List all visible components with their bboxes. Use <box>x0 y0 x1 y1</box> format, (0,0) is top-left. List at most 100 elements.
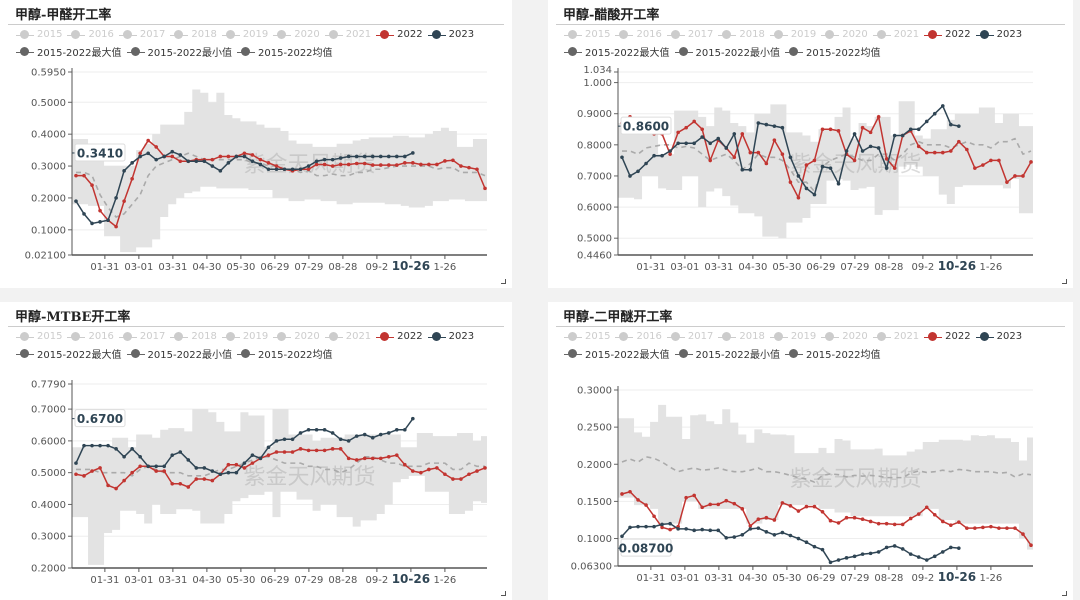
series-2022-line-point[interactable] <box>362 161 367 166</box>
legend-item-2023[interactable]: 2023 <box>427 331 474 342</box>
legend-item-2016[interactable]: 2016 <box>67 29 114 40</box>
series-2023-line-point[interactable] <box>940 104 945 108</box>
series-2022-line-point[interactable] <box>844 515 849 520</box>
series-2022-line-point[interactable] <box>419 470 423 475</box>
legend-item-2015-2022均值[interactable]: 2015-2022均值 <box>785 346 881 361</box>
series-2023-line-point[interactable] <box>411 416 415 421</box>
legend-item-2022[interactable]: 2022 <box>376 331 423 342</box>
series-2023-line-point[interactable] <box>154 464 158 469</box>
legend-item-2019[interactable]: 2019 <box>221 331 268 342</box>
series-2022-line-point[interactable] <box>98 466 102 470</box>
series-2022-line-point[interactable] <box>949 149 953 153</box>
series-2022-line-point[interactable] <box>708 158 713 163</box>
series-2023-line-point[interactable] <box>636 524 640 529</box>
series-2022-line-point[interactable] <box>732 501 737 506</box>
series-2022-line-point[interactable] <box>130 470 134 475</box>
legend-item-2015-2022最小值[interactable]: 2015-2022最小值 <box>674 44 780 59</box>
series-2023-line-point[interactable] <box>98 220 102 224</box>
legend-item-2017[interactable]: 2017 <box>118 29 165 40</box>
series-2022-line-point[interactable] <box>250 461 255 465</box>
series-2022-line-point[interactable] <box>138 464 142 469</box>
series-2023-line-point[interactable] <box>676 527 680 531</box>
series-2023-line-point[interactable] <box>210 469 215 473</box>
series-2022-line-point[interactable] <box>483 466 487 470</box>
series-2022-line-point[interactable] <box>242 466 247 470</box>
series-2023-line-point[interactable] <box>242 461 247 465</box>
series-2023-line-point[interactable] <box>844 556 849 560</box>
series-2022-line-point[interactable] <box>852 158 857 163</box>
series-2023-line-point[interactable] <box>138 454 142 459</box>
series-2023-line-point[interactable] <box>322 427 327 432</box>
series-2022-line-point[interactable] <box>314 448 319 453</box>
resize-handle-icon[interactable] <box>1062 279 1067 284</box>
series-2023-line-point[interactable] <box>306 427 311 432</box>
series-2023-line-point[interactable] <box>812 192 817 197</box>
series-2022-line-point[interactable] <box>210 478 215 483</box>
series-2022-line-point[interactable] <box>346 162 351 167</box>
legend-item-2022[interactable]: 2022 <box>924 29 971 40</box>
series-2022-line-point[interactable] <box>419 162 423 167</box>
series-2022-line-point[interactable] <box>154 469 158 473</box>
series-2022-line-point[interactable] <box>620 492 624 496</box>
series-2022-line-point[interactable] <box>122 199 126 203</box>
series-2022-line-point[interactable] <box>250 153 255 157</box>
series-2022-line-point[interactable] <box>868 519 873 524</box>
series-2022-line-point[interactable] <box>154 145 158 149</box>
series-2022-line-point[interactable] <box>876 521 881 526</box>
legend-item-2018[interactable]: 2018 <box>170 29 217 40</box>
series-2022-line-point[interactable] <box>346 456 351 461</box>
series-2023-line-point[interactable] <box>106 443 110 448</box>
series-2022-line-point[interactable] <box>916 512 921 516</box>
series-2023-line-point[interactable] <box>868 144 873 149</box>
legend-item-2015-2022最大值[interactable]: 2015-2022最大值 <box>564 346 670 361</box>
series-2023-line-point[interactable] <box>732 132 737 136</box>
series-2022-line-point[interactable] <box>916 144 921 149</box>
series-2023-line-point[interactable] <box>780 125 785 130</box>
series-2022-line-point[interactable] <box>852 515 857 520</box>
series-2023-line-point[interactable] <box>90 221 94 226</box>
series-2022-line-point[interactable] <box>98 208 102 213</box>
series-2022-line-point[interactable] <box>708 502 713 507</box>
series-2022-line-point[interactable] <box>467 165 471 170</box>
series-2022-line-point[interactable] <box>106 483 110 488</box>
series-2022-line-point[interactable] <box>748 524 753 528</box>
series-2023-line-point[interactable] <box>74 461 78 465</box>
series-2023-line-point[interactable] <box>378 432 383 437</box>
series-2023-line-point[interactable] <box>740 533 745 537</box>
series-2023-line-point[interactable] <box>652 153 656 158</box>
series-2022-line-point[interactable] <box>435 466 439 470</box>
series-2022-line-point[interactable] <box>130 177 134 181</box>
series-2023-line-point[interactable] <box>932 554 937 559</box>
series-2023-line-point[interactable] <box>234 470 239 475</box>
series-2023-line-point[interactable] <box>258 456 263 461</box>
series-2022-line-point[interactable] <box>170 154 175 159</box>
series-2023-line-point[interactable] <box>98 443 102 448</box>
series-2022-line-point[interactable] <box>812 158 817 163</box>
series-2022-line-point[interactable] <box>162 469 167 473</box>
series-2023-line-point[interactable] <box>804 186 809 191</box>
series-2022-line-point[interactable] <box>668 152 672 156</box>
series-2022-line-point[interactable] <box>997 158 1001 163</box>
series-2023-line-point[interactable] <box>146 151 150 156</box>
series-2023-line-point[interactable] <box>636 169 640 174</box>
series-2023-line-point[interactable] <box>234 154 239 159</box>
series-2023-line-point[interactable] <box>354 154 359 159</box>
series-2023-line-point[interactable] <box>908 552 913 556</box>
series-2022-line-point[interactable] <box>957 139 961 144</box>
legend-item-2020[interactable]: 2020 <box>821 331 868 342</box>
series-2022-line-point[interactable] <box>82 474 86 478</box>
series-2022-line-point[interactable] <box>1021 532 1025 536</box>
series-2022-line-point[interactable] <box>828 518 833 523</box>
legend-item-2015-2022均值[interactable]: 2015-2022均值 <box>237 44 333 59</box>
series-2022-line-point[interactable] <box>403 462 407 467</box>
legend-item-2019[interactable]: 2019 <box>221 29 268 40</box>
series-2022-line-point[interactable] <box>459 164 463 168</box>
series-2022-line-point[interactable] <box>274 450 279 454</box>
series-2022-line-point[interactable] <box>314 162 319 167</box>
series-2023-line-point[interactable] <box>290 437 295 442</box>
series-2023-line-point[interactable] <box>282 167 287 172</box>
series-2022-line-point[interactable] <box>940 519 945 524</box>
resize-handle-icon[interactable] <box>501 279 506 284</box>
series-2023-line-point[interactable] <box>772 533 777 537</box>
series-2023-line-point[interactable] <box>338 156 343 160</box>
